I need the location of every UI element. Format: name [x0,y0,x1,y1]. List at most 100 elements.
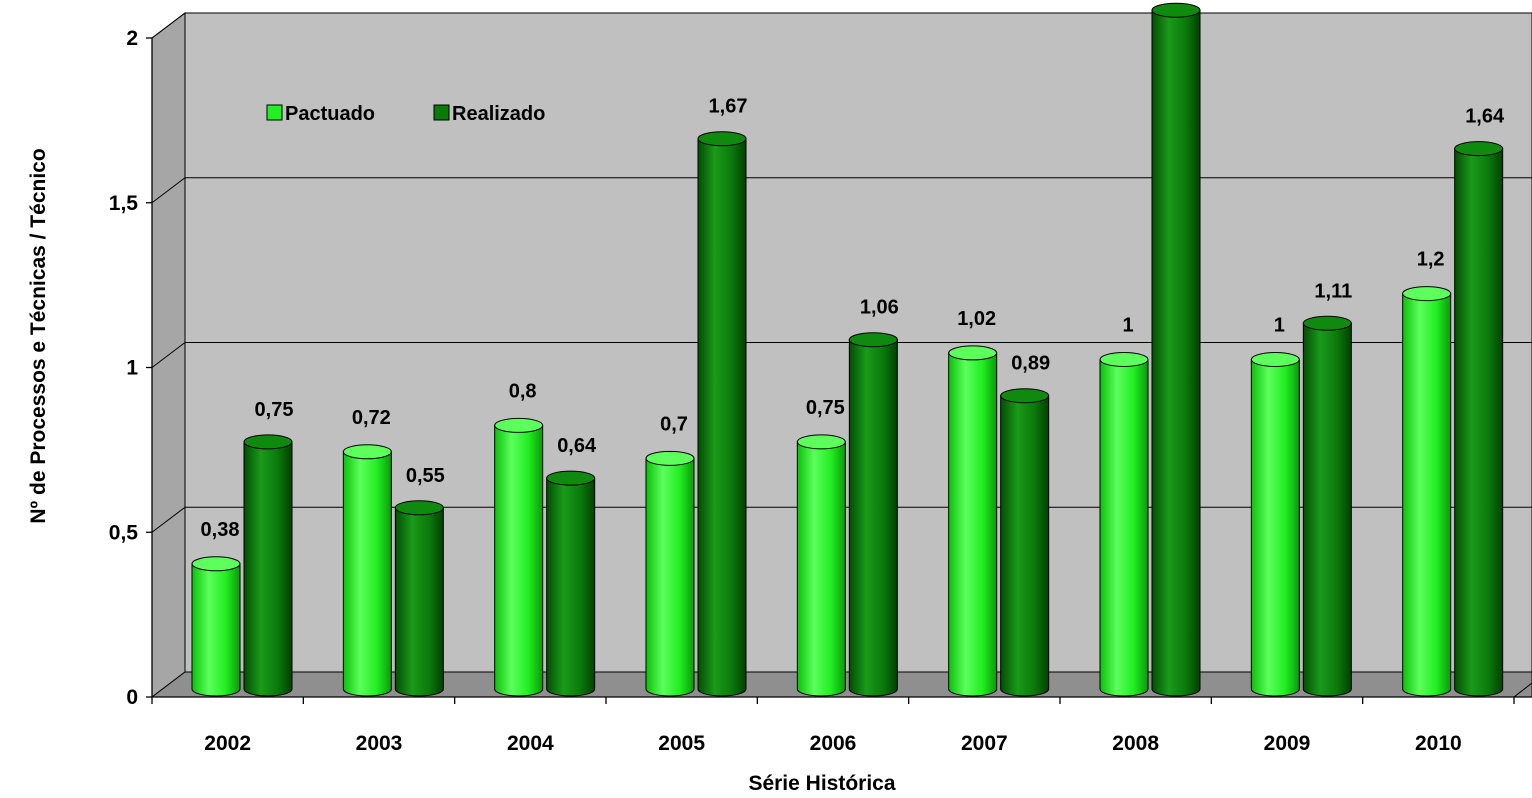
legend-swatch-realizado [433,104,450,121]
x-tick-label-2008: 2008 [1112,732,1159,755]
legend-label-realizado: Realizado [452,103,545,125]
bar-body [494,424,544,697]
data-label-realizado-2004: 0,64 [557,435,597,457]
data-label-pactuado-2003: 0,72 [352,407,391,429]
bar-top [645,450,695,466]
bar-top [342,444,392,460]
bar-body [645,457,695,697]
bar-body [1000,395,1050,697]
bar-body [697,138,747,697]
x-tick-label-2006: 2006 [810,732,857,755]
bar-top [697,131,747,147]
data-label-pactuado-2004: 0,8 [509,380,537,402]
y-tick-label: 0,5 [109,521,139,544]
gridline-side-2 [151,12,186,39]
x-axis-floor-edge [1513,682,1532,698]
bar-top [243,434,293,450]
bar-body [1099,359,1149,697]
data-label-pactuado-2009: 1 [1274,315,1285,337]
data-label-pactuado-2008: 1 [1122,315,1133,337]
bar-body [1402,293,1452,697]
bar-body [342,451,392,697]
bar-body [1250,359,1300,697]
bar-top [848,332,898,348]
data-label-pactuado-2007: 1,02 [957,308,996,330]
bar-top [1454,141,1504,157]
legend: Pactuado Realizado [266,103,545,125]
bar-realizado-2007 [1000,388,1050,697]
gridline-side-1 [151,342,186,368]
bar-realizado-2002 [243,434,293,697]
bar-realizado-2009 [1302,315,1352,697]
x-tick-label-2007: 2007 [961,732,1008,755]
bar-pactuado-2007 [948,345,998,697]
bar-top [1302,315,1352,331]
bar-body [191,563,241,697]
data-label-realizado-2010: 1,64 [1465,106,1505,128]
bar-top [1402,286,1452,302]
y-tick-label: 1,5 [109,192,139,215]
data-label-realizado-2003: 0,55 [406,465,445,487]
bar-body [243,441,293,697]
bar-pactuado-2006 [796,434,846,697]
data-label-pactuado-2010: 1,2 [1417,249,1445,271]
bar-pactuado-2005 [645,450,695,697]
bar-body [546,477,596,697]
gridline-side-0-5 [151,506,186,533]
bar-realizado-2003 [394,500,444,697]
gridline-side-1-5 [151,177,186,204]
data-label-pactuado-2002: 0,38 [201,519,240,541]
x-tick-label-2005: 2005 [658,732,705,755]
bar-realizado-2010 [1454,141,1504,697]
y-tick-label: 1 [126,357,138,380]
bar-body [1454,148,1504,697]
x-axis: 2002 2003 2004 2005 2006 2007 2008 2009 2010 [151,682,1532,755]
x-tick-label-2010: 2010 [1415,732,1462,755]
bar-pactuado-2002 [191,556,241,697]
y-tick-label: 0 [126,686,138,709]
bar-realizado-2005 [697,131,747,697]
data-label-realizado-2007: 0,89 [1011,353,1050,375]
bar-top [1151,2,1201,18]
data-label-realizado-2002: 0,75 [255,399,294,421]
data-label-realizado-2006: 1,06 [860,297,899,319]
data-label-pactuado-2006: 0,75 [806,397,845,419]
y-axis: 0 0,5 1 1,5 2 [109,27,153,709]
x-axis-title: Série Histórica [748,772,895,795]
bar-top [948,345,998,361]
bar-pactuado-2009 [1250,352,1300,697]
bar-pactuado-2004 [494,417,544,697]
bar-pactuado-2008 [1099,352,1149,697]
bar-top [1099,352,1149,367]
bar-top [1000,388,1050,404]
legend-swatch-pactuado [266,104,283,121]
y-tick-label: 2 [126,27,138,50]
data-label-realizado-2005: 1,67 [709,96,748,118]
bar-top [191,556,241,572]
bar-body [796,441,846,697]
bar-top [494,417,544,433]
bar-pactuado-2010 [1402,286,1452,697]
bar-top [796,434,846,450]
bar-body [1302,322,1352,697]
x-tick-label-2002: 2002 [204,732,251,755]
data-label-pactuado-2005: 0,7 [660,413,688,435]
bar-body [394,507,444,697]
bar-top [546,470,596,486]
data-label-realizado-2009: 1,11 [1314,280,1352,302]
bar-body [1151,9,1201,697]
legend-label-pactuado: Pactuado [285,103,375,125]
bar-top [1250,352,1300,367]
bar-top [394,500,444,516]
bar-body [848,339,898,697]
bar-realizado-2006 [848,332,898,697]
bar-body [948,352,998,697]
x-tick-label-2004: 2004 [507,732,554,755]
bar-pactuado-2003 [342,444,392,697]
x-tick-label-2003: 2003 [356,732,403,755]
y-axis-title: Nº de Processos e Técnicas / Técnico [27,148,50,523]
data-labels: 0,38 0,75 0,72 0,55 0,8 0,64 0,7 1,67 0,75 1,06 1,… [201,96,1505,541]
x-tick-label-2009: 2009 [1264,732,1311,755]
bar-series [191,2,1504,697]
